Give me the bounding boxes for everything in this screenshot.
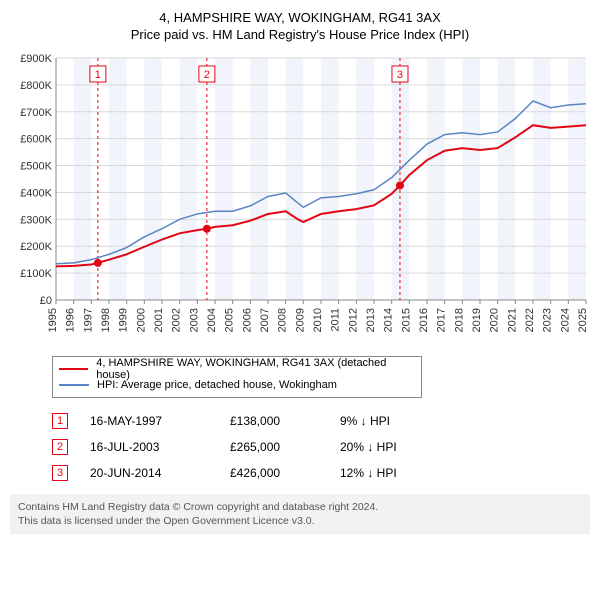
x-tick-label: 2015	[400, 308, 412, 332]
x-tick-label: 2020	[489, 308, 501, 332]
transaction-delta: 12% ↓ HPI	[340, 466, 397, 480]
x-tick-label: 2003	[188, 308, 200, 332]
transaction-date: 16-MAY-1997	[90, 414, 230, 428]
transaction-marker: 2	[52, 439, 68, 455]
event-marker-number: 3	[397, 69, 403, 81]
x-tick-label: 2006	[241, 308, 253, 332]
x-tick-label: 2021	[506, 308, 518, 332]
y-tick-label: £700K	[20, 107, 52, 119]
x-tick-label: 2023	[542, 308, 554, 332]
y-tick-label: £0	[40, 295, 52, 307]
y-tick-label: £100K	[20, 268, 52, 280]
y-tick-label: £500K	[20, 161, 52, 173]
y-tick-label: £400K	[20, 187, 52, 199]
sale-marker	[94, 259, 102, 267]
x-tick-label: 2000	[135, 308, 147, 332]
title-address: 4, HAMPSHIRE WAY, WOKINGHAM, RG41 3AX	[10, 10, 590, 25]
x-tick-label: 2024	[559, 308, 571, 332]
x-tick-label: 2012	[347, 308, 359, 332]
transaction-date: 20-JUN-2014	[90, 466, 230, 480]
event-marker-number: 1	[95, 69, 101, 81]
x-tick-label: 2016	[418, 308, 430, 332]
y-tick-label: £800K	[20, 80, 52, 92]
x-tick-label: 1995	[47, 308, 59, 332]
x-tick-label: 2010	[312, 308, 324, 332]
transaction-price: £426,000	[230, 466, 340, 480]
legend-swatch	[59, 368, 88, 370]
legend-label: 4, HAMPSHIRE WAY, WOKINGHAM, RG41 3AX (d…	[96, 357, 415, 381]
x-tick-label: 1997	[82, 308, 94, 332]
y-tick-label: £600K	[20, 134, 52, 146]
transaction-row: 2 16-JUL-2003£265,00020% ↓ HPI	[52, 434, 590, 460]
legend-label: HPI: Average price, detached house, Woki…	[97, 379, 337, 391]
y-tick-label: £300K	[20, 214, 52, 226]
x-tick-label: 2005	[224, 308, 236, 332]
footer-line2: This data is licensed under the Open Gov…	[18, 514, 582, 528]
x-tick-label: 2014	[383, 308, 395, 332]
title-block: 4, HAMPSHIRE WAY, WOKINGHAM, RG41 3AX Pr…	[10, 10, 590, 42]
chart-figure: 4, HAMPSHIRE WAY, WOKINGHAM, RG41 3AX Pr…	[10, 10, 590, 534]
transaction-delta: 9% ↓ HPI	[340, 414, 390, 428]
transaction-marker: 1	[52, 413, 68, 429]
y-tick-label: £200K	[20, 241, 52, 253]
plot-area: £0 £100K £200K £300K £400K £500K £600K £700K £80…	[10, 50, 590, 350]
x-tick-label: 2011	[330, 308, 342, 332]
transaction-marker: 3	[52, 465, 68, 481]
x-tick-label: 2001	[153, 308, 165, 332]
y-tick-label: £900K	[20, 53, 52, 65]
x-tick-label: 2019	[471, 308, 483, 332]
x-tick-label: 2009	[294, 308, 306, 332]
sale-marker	[203, 225, 211, 233]
legend-swatch	[59, 384, 89, 386]
footer-attribution: Contains HM Land Registry data © Crown c…	[10, 494, 590, 534]
transactions-table: 1 16-MAY-1997£138,0009% ↓ HPI 2 16-JUL-2003…	[52, 408, 590, 486]
x-tick-label: 1999	[118, 308, 130, 332]
x-tick-label: 2002	[171, 308, 183, 332]
sale-marker	[396, 181, 404, 189]
x-tick-label: 2025	[577, 308, 589, 332]
transaction-price: £138,000	[230, 414, 340, 428]
transaction-date: 16-JUL-2003	[90, 440, 230, 454]
x-tick-label: 2007	[259, 308, 271, 332]
legend: 4, HAMPSHIRE WAY, WOKINGHAM, RG41 3AX (d…	[52, 356, 422, 398]
x-tick-label: 2004	[206, 308, 218, 332]
footer-line1: Contains HM Land Registry data © Crown c…	[18, 500, 582, 514]
x-tick-label: 2022	[524, 308, 536, 332]
transaction-price: £265,000	[230, 440, 340, 454]
title-subtitle: Price paid vs. HM Land Registry's House …	[10, 27, 590, 42]
transaction-row: 3 20-JUN-2014£426,00012% ↓ HPI	[52, 460, 590, 486]
legend-item: 4, HAMPSHIRE WAY, WOKINGHAM, RG41 3AX (d…	[59, 361, 415, 377]
x-tick-label: 2013	[365, 308, 377, 332]
line-chart-svg: £0 £100K £200K £300K £400K £500K £600K £700K £80…	[10, 50, 590, 350]
x-tick-label: 2008	[277, 308, 289, 332]
x-tick-label: 1998	[100, 308, 112, 332]
event-marker-number: 2	[204, 69, 210, 81]
transaction-row: 1 16-MAY-1997£138,0009% ↓ HPI	[52, 408, 590, 434]
x-tick-label: 2017	[436, 308, 448, 332]
transaction-delta: 20% ↓ HPI	[340, 440, 397, 454]
x-tick-label: 2018	[453, 308, 465, 332]
x-tick-label: 1996	[65, 308, 77, 332]
